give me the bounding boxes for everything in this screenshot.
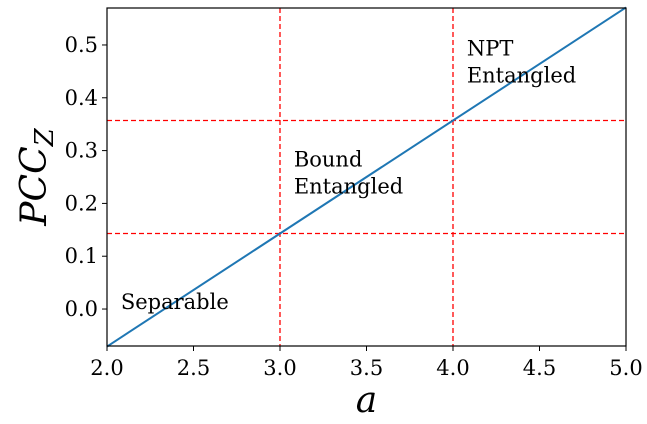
x-tick-label: 3.5 (350, 356, 383, 380)
y-tick-label: 0.2 (65, 191, 98, 215)
annotation-line: NPT (467, 37, 514, 61)
y-tick-label: 0.0 (65, 297, 98, 321)
y-axis-label: PCCZ (14, 127, 60, 226)
x-tick-label: 4.0 (436, 356, 469, 380)
x-tick-label: 3.0 (263, 356, 296, 380)
y-tick-label: 0.1 (65, 244, 98, 268)
annotation-line: Bound (294, 147, 363, 171)
y-tick-label: 0.3 (65, 139, 98, 163)
annotation-line: Separable (121, 290, 229, 314)
y-tick-label: 0.4 (65, 86, 98, 110)
annotation-npt: NPT Entangled (467, 37, 576, 88)
region-annotations: Separable Bound Entangled NPT Entangled (121, 37, 576, 315)
y-axis-label-main: PCC (14, 146, 55, 226)
x-tick-label: 4.5 (523, 356, 556, 380)
x-tick-label: 5.0 (609, 356, 642, 380)
series-line (106, 6, 627, 348)
x-tick-label: 2.0 (90, 356, 123, 380)
axis-ticks: 2.0 2.5 3.0 3.5 4.0 4.5 5.0 0.0 0.1 0.2 0.3 0.4 0.5 (65, 33, 643, 380)
y-tick-label: 0.5 (65, 33, 98, 57)
annotation-separable: Separable (121, 290, 229, 314)
annotation-line: Entangled (294, 174, 403, 198)
x-axis-label: a (356, 380, 377, 421)
annotation-line: Entangled (467, 64, 576, 88)
plot-area (106, 6, 627, 348)
annotation-bound: Bound Entangled (294, 147, 403, 198)
x-tick-label: 2.5 (177, 356, 210, 380)
y-axis-label-subscript: Z (30, 127, 60, 147)
